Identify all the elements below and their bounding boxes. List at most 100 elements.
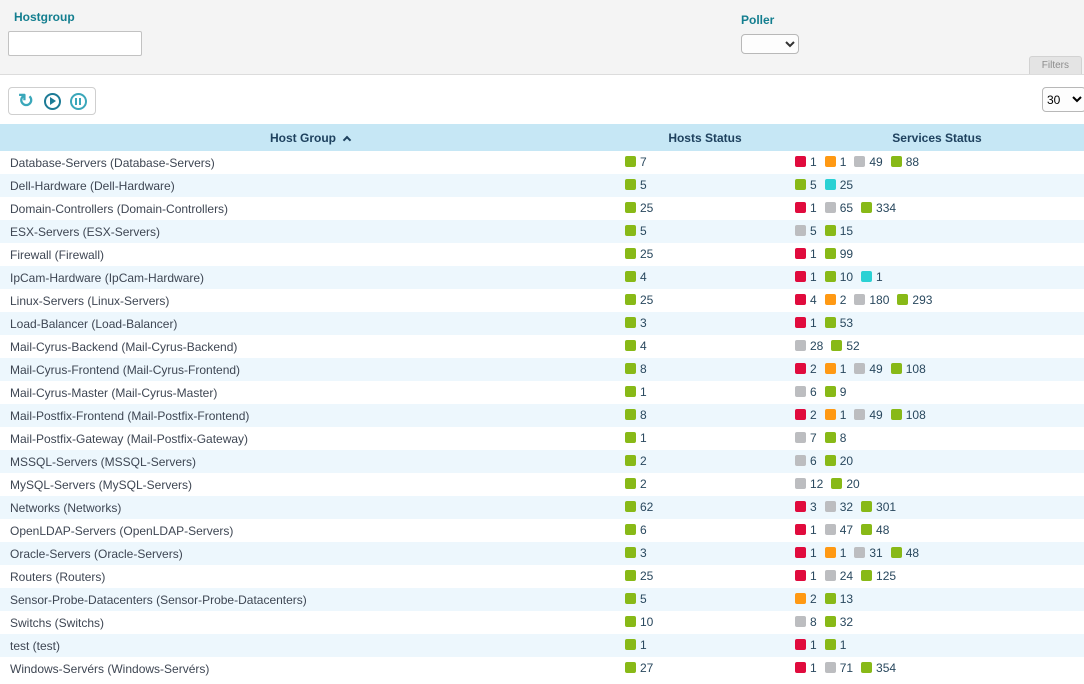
hosts-status-cell: 2 [620, 450, 790, 473]
hostgroup-name-link[interactable]: Domain-Controllers (Domain-Controllers) [10, 201, 229, 216]
hostgroup-name-cell: Oracle-Servers (Oracle-Servers) [0, 542, 620, 565]
status-count: 125 [876, 568, 897, 583]
status-count: 25 [640, 200, 654, 215]
hostgroup-name-link[interactable]: Mail-Cyrus-Backend (Mail-Cyrus-Backend) [10, 339, 238, 354]
hostgroup-name-link[interactable]: Mail-Postfix-Gateway (Mail-Postfix-Gatew… [10, 431, 249, 446]
status-count: 1 [810, 660, 817, 675]
hosts-status-cell: 4 [620, 266, 790, 289]
status-badge-ok: 1 [625, 431, 647, 445]
hostgroup-name-cell: Linux-Servers (Linux-Servers) [0, 289, 620, 312]
hosts-status-cell: 1 [620, 634, 790, 657]
unknown-square-icon [824, 524, 836, 536]
status-badge-unknown: 65 [824, 201, 853, 215]
hostgroup-name-link[interactable]: Linux-Servers (Linux-Servers) [10, 293, 170, 308]
status-count: 5 [810, 177, 817, 192]
ok-square-icon [625, 225, 636, 237]
hostgroup-name-link[interactable]: Networks (Networks) [10, 500, 122, 515]
status-badge-ok: 3 [625, 546, 647, 560]
status-count: 108 [905, 361, 926, 376]
critical-square-icon [795, 639, 806, 651]
ok-square-icon [625, 409, 636, 421]
table-row: Oracle-Servers (Oracle-Servers) 3 1 1 31 48 [0, 542, 1084, 565]
status-badge-unknown: 6 [795, 385, 817, 399]
column-header-hosts-status[interactable]: Hosts Status [668, 130, 742, 145]
status-badge-unknown: 71 [824, 661, 853, 675]
hostgroup-name-link[interactable]: Windows-Servérs (Windows-Servérs) [10, 661, 210, 676]
status-badge-critical: 1 [795, 638, 817, 652]
hostgroup-input[interactable] [8, 31, 142, 56]
status-badge-ok: 8 [625, 408, 647, 422]
pause-button[interactable] [68, 91, 88, 111]
warning-square-icon [824, 363, 836, 375]
poller-select[interactable] [741, 34, 799, 54]
status-count: 49 [869, 407, 883, 422]
ok-square-icon [625, 501, 636, 513]
table-row: Firewall (Firewall) 25 1 99 [0, 243, 1084, 266]
hostgroup-name-cell: Dell-Hardware (Dell-Hardware) [0, 174, 620, 197]
hostgroup-name-link[interactable]: OpenLDAP-Servers (OpenLDAP-Servers) [10, 523, 234, 538]
hosts-status-cell: 10 [620, 611, 790, 634]
hostgroup-name-link[interactable]: ESX-Servers (ESX-Servers) [10, 224, 161, 239]
filters-tab[interactable]: Filters [1028, 56, 1082, 74]
hostgroup-name-link[interactable]: Database-Servers (Database-Servers) [10, 155, 215, 170]
status-badge-warning: 1 [824, 546, 846, 560]
refresh-button[interactable]: ↻ [16, 91, 36, 111]
services-status-cell: 3 32 301 [790, 496, 1084, 519]
hosts-status-cell: 27 [620, 657, 790, 680]
status-count: 301 [876, 499, 897, 514]
hostgroup-name-link[interactable]: Mail-Postfix-Frontend (Mail-Postfix-Fron… [10, 408, 250, 423]
status-badge-ok: 5 [795, 178, 817, 192]
status-count: 1 [810, 315, 817, 330]
warning-square-icon [824, 409, 836, 421]
status-count: 32 [839, 614, 854, 629]
table-row: Windows-Servérs (Windows-Servérs) 27 1 71 35… [0, 657, 1084, 680]
status-count: 25 [640, 246, 654, 261]
column-header-hostgroup[interactable]: Host Group [0, 124, 620, 151]
hostgroup-name-link[interactable]: Routers (Routers) [10, 569, 106, 584]
status-badge-warning: 1 [824, 155, 846, 169]
table-row: test (test) 1 1 1 [0, 634, 1084, 657]
unknown-square-icon [854, 547, 866, 559]
hostgroup-name-cell: Routers (Routers) [0, 565, 620, 588]
column-header-services-status[interactable]: Services Status [892, 130, 982, 145]
status-badge-ok: 7 [625, 155, 647, 169]
ok-square-icon [625, 593, 636, 605]
status-count: 7 [810, 430, 817, 445]
hostgroup-name-link[interactable]: Oracle-Servers (Oracle-Servers) [10, 546, 183, 561]
status-badge-unknown: 47 [824, 523, 853, 537]
status-count: 2 [640, 476, 647, 491]
hostgroup-name-link[interactable]: Mail-Cyrus-Frontend (Mail-Cyrus-Frontend… [10, 362, 241, 377]
ok-square-icon [625, 317, 636, 329]
hostgroup-name-link[interactable]: MSSQL-Servers (MSSQL-Servers) [10, 454, 197, 469]
hostgroup-name-link[interactable]: Dell-Hardware (Dell-Hardware) [10, 178, 175, 193]
status-badge-ok: 293 [897, 293, 932, 307]
hostgroup-name-link[interactable]: Mail-Cyrus-Master (Mail-Cyrus-Master) [10, 385, 218, 400]
hostgroup-name-link[interactable]: Sensor-Probe-Datacenters (Sensor-Probe-D… [10, 592, 307, 607]
hostgroup-name-link[interactable]: IpCam-Hardware (IpCam-Hardware) [10, 270, 205, 285]
status-badge-critical: 1 [795, 247, 817, 261]
ok-square-icon [625, 639, 636, 651]
hostgroup-name-link[interactable]: test (test) [10, 638, 61, 653]
status-badge-unknown: 24 [824, 569, 853, 583]
hostgroup-name-link[interactable]: MySQL-Servers (MySQL-Servers) [10, 477, 193, 492]
ok-square-icon [625, 455, 636, 467]
hostgroup-name-link[interactable]: Firewall (Firewall) [10, 247, 105, 262]
hostgroup-name-link[interactable]: Switchs (Switchs) [10, 615, 105, 630]
status-count: 48 [905, 545, 920, 560]
status-badge-ok: 1 [625, 638, 647, 652]
hosts-status-cell: 8 [620, 404, 790, 427]
ok-square-icon [625, 363, 636, 375]
services-status-cell: 1 24 125 [790, 565, 1084, 588]
play-button[interactable] [42, 91, 62, 111]
status-count: 2 [640, 453, 647, 468]
page-size-select[interactable]: 30 [1042, 87, 1084, 112]
table-row: Domain-Controllers (Domain-Controllers) 2… [0, 197, 1084, 220]
hostgroup-name-link[interactable]: Load-Balancer (Load-Balancer) [10, 316, 178, 331]
status-badge-ok: 108 [890, 361, 926, 376]
status-count: 62 [640, 499, 654, 514]
status-badge-ok: 99 [824, 247, 853, 261]
ok-square-icon [625, 202, 636, 214]
unknown-square-icon [824, 662, 836, 674]
status-count: 49 [869, 361, 883, 376]
